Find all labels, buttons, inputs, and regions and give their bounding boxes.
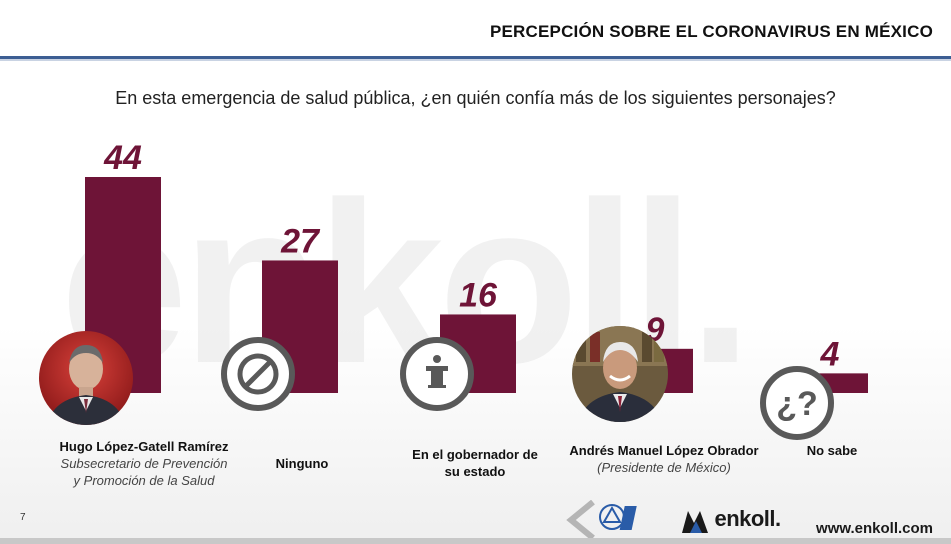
bar-value-label-2: 27 [280, 222, 321, 260]
label-name: Ninguno [275, 456, 329, 471]
page-number: 7 [20, 512, 26, 523]
lopez-obrador-photo [572, 326, 668, 422]
label-name-line1: En el gobernador de [412, 447, 538, 462]
podium-icon [400, 337, 474, 411]
label-name: No sabe [806, 443, 858, 458]
label-role-line2: y Promoción de la Salud [73, 473, 215, 488]
question-mark-text: ¿? [776, 385, 818, 423]
label-no-sabe: No sabe [772, 442, 892, 459]
label-name-line2: su estado [444, 464, 506, 479]
footer-chevron-icon [566, 500, 595, 540]
label-gobernador: En el gobernador de su estado [395, 446, 555, 480]
survey-question: En esta emergencia de salud pública, ¿en… [115, 88, 836, 108]
bar-value-label-3: 16 [459, 276, 498, 314]
amai-logo-icon [599, 504, 637, 530]
lopez-gatell-photo [39, 331, 133, 425]
prohibited-icon [221, 337, 295, 411]
label-role-line1: Subsecretario de Prevención [60, 456, 228, 471]
label-ninguno: Ninguno [232, 455, 372, 472]
enkoll-wordmark: enkoll. [714, 506, 781, 531]
question-mark-icon: ¿? [760, 366, 834, 440]
label-role: (Presidente de México) [597, 460, 731, 475]
label-name: Hugo López-Gatell Ramírez [59, 439, 229, 454]
page-title: PERCEPCIÓN SOBRE EL CORONAVIRUS EN MÉXIC… [489, 22, 933, 41]
enkoll-mark-icon [682, 510, 708, 533]
bar-value-label-5: 4 [820, 335, 840, 373]
header: PERCEPCIÓN SOBRE EL CORONAVIRUS EN MÉXIC… [0, 0, 951, 61]
header-divider [0, 56, 951, 59]
header-divider-light [0, 59, 951, 61]
label-name: Andrés Manuel López Obrador [569, 443, 759, 458]
website-link[interactable]: www.enkoll.com [816, 520, 933, 537]
bar-value-label-1: 44 [103, 139, 142, 177]
footer-band [0, 538, 951, 544]
enkoll-logo: enkoll. [680, 506, 781, 535]
label-lopez-gatell: Hugo López-Gatell Ramírez Subsecretario … [34, 438, 254, 489]
label-lopez-obrador: Andrés Manuel López Obrador (Presidente … [554, 442, 774, 476]
